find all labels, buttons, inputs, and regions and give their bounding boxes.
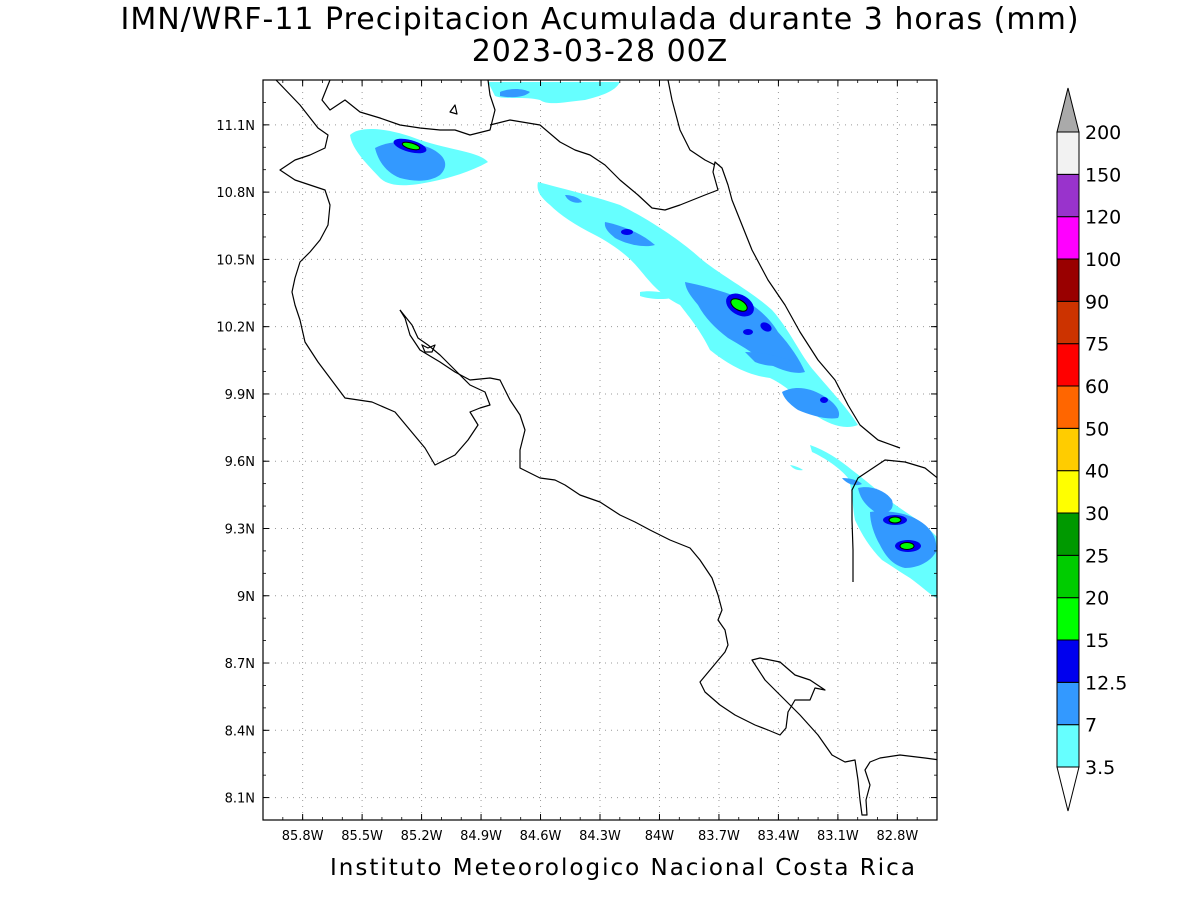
- x-tick-label: 84W: [645, 829, 675, 844]
- colorbar-swatch: [1056, 216, 1080, 260]
- y-tick-label: 10.5N: [216, 253, 255, 268]
- x-tick-label: 83.1W: [817, 829, 859, 844]
- precip-12-5mm-areas: [393, 138, 921, 552]
- y-tick-label: 9.6N: [225, 455, 255, 470]
- y-tick-label: 9N: [237, 590, 255, 605]
- colorbar-swatch: [1056, 173, 1080, 218]
- colorbar-level-label: 100: [1085, 249, 1121, 271]
- coastline-borders: [275, 80, 937, 816]
- colorbar-swatch: [1056, 512, 1080, 556]
- x-tick-label: 84.9W: [460, 829, 502, 844]
- colorbar-swatch: [1056, 131, 1080, 175]
- y-tick-label: 8.7N: [225, 657, 255, 672]
- x-tick-label: 85.5W: [341, 829, 383, 844]
- footer-credit: Instituto Meteorologico Nacional Costa R…: [330, 855, 917, 881]
- colorbar-level-label: 15: [1085, 630, 1109, 652]
- colorbar-level-label: 12.5: [1085, 672, 1127, 694]
- y-tick-label: 9.9N: [225, 388, 255, 403]
- map-title: IMN/WRF-11 Precipitacion Acumulada duran…: [120, 2, 1080, 37]
- map-frame: [262, 79, 938, 821]
- colorbar-level-label: 40: [1085, 461, 1109, 483]
- x-tick-label: 85.8W: [282, 829, 324, 844]
- colorbar-swatch: [1056, 470, 1080, 514]
- x-tick-label: 84.3W: [579, 829, 621, 844]
- colorbar-upper-cap: [1056, 87, 1080, 133]
- colorbar-swatch: [1056, 343, 1080, 387]
- y-tick-label: 10.8N: [216, 186, 255, 201]
- colorbar-level-label: 75: [1085, 334, 1109, 356]
- y-tick-label: 10.2N: [216, 321, 255, 336]
- colorbar-level-label: 30: [1085, 503, 1109, 525]
- x-axis: 85.8W 85.5W 85.2W 84.9W 84.6W 84.3W 84W 83.7W 83…: [262, 80, 918, 844]
- y-axis: 8.1N 8.4N 8.7N 9N 9.3N 9.6N 9.9N 10.2N 10.5N 10.8…: [216, 79, 937, 821]
- colorbar-level-label: 200: [1085, 122, 1121, 144]
- precip-7mm-areas: [375, 89, 937, 568]
- colorbar-swatch: [1056, 258, 1080, 302]
- colorbar-level-label: 20: [1085, 588, 1109, 610]
- colorbar-swatch: [1056, 300, 1080, 345]
- colorbar-swatch: [1056, 385, 1080, 429]
- y-tick-label: 8.1N: [225, 792, 255, 807]
- colorbar-level-label: 3.5: [1085, 757, 1115, 779]
- colorbar-swatch: [1056, 724, 1080, 768]
- colorbar-level-label: 90: [1085, 291, 1109, 313]
- x-tick-label: 83.4W: [758, 829, 800, 844]
- colorbar-swatch: [1056, 597, 1080, 641]
- colorbar-swatch: [1056, 554, 1080, 599]
- x-tick-label: 82.8W: [876, 829, 918, 844]
- x-tick-label: 83.7W: [698, 829, 740, 844]
- precip-15mm-areas: [401, 141, 915, 550]
- colorbar-swatch: [1056, 681, 1080, 726]
- map-date: 2023-03-28 00Z: [471, 34, 729, 69]
- colorbar-level-label: 25: [1085, 545, 1109, 567]
- colorbar-lower-cap: [1056, 766, 1080, 812]
- colorbar-level-label: 7: [1085, 715, 1097, 737]
- y-tick-label: 8.4N: [225, 724, 255, 739]
- x-tick-label: 84.6W: [520, 829, 562, 844]
- y-tick-label: 11.1N: [216, 119, 255, 134]
- colorbar-swatch: [1056, 639, 1080, 683]
- colorbar-level-label: 120: [1085, 207, 1121, 229]
- colorbar-level-label: 150: [1085, 164, 1121, 186]
- colorbar: 3.5 7 12.5 15 20 25 30 40 50 60 75 90 100 120 150 200: [1056, 87, 1127, 812]
- x-tick-label: 85.2W: [401, 829, 443, 844]
- grid-lines: [263, 80, 937, 820]
- colorbar-swatch: [1056, 427, 1080, 472]
- colorbar-level-label: 60: [1085, 376, 1109, 398]
- colorbar-level-label: 50: [1085, 418, 1109, 440]
- y-tick-label: 9.3N: [225, 522, 255, 537]
